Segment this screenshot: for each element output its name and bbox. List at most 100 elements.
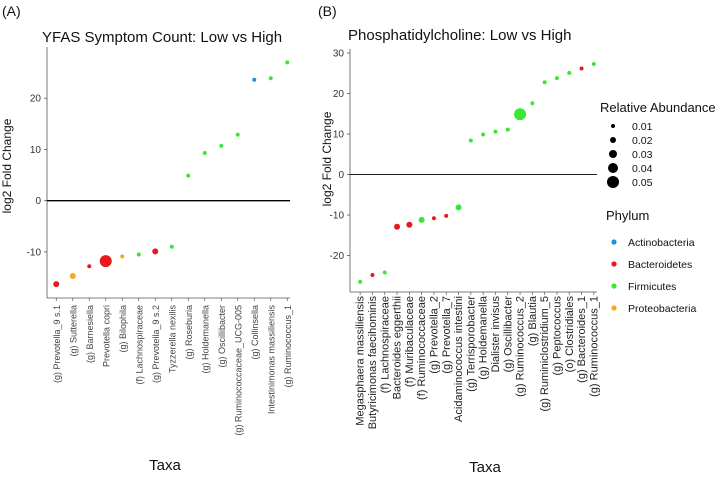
- legend-color-entries: Actinobacteria Bacteroidetes Firmicutes Pro…: [611, 237, 696, 315]
- panel-b-data-point: [394, 223, 401, 230]
- legend-color-title: Phylum: [606, 208, 649, 223]
- panel-b-data-point: [468, 138, 473, 143]
- legend-size-marker: [608, 163, 618, 173]
- panel-b-data-point: [505, 127, 510, 132]
- panel-a-x-tick-label: (g) Holdemanella: [200, 305, 210, 374]
- panel-b-y-axis-label: log2 Fold Change: [320, 111, 334, 206]
- panel-b-x-tick-label: Butyricimonas faecihominis: [367, 296, 379, 430]
- panel-b-x-tick-label: (g) Prevotella_2: [428, 296, 440, 374]
- legend-size-marker: [610, 137, 616, 143]
- panel-a-data-point: [219, 143, 224, 148]
- panel-b-x-tick-label: (f) Ruminococcaceae: [416, 296, 428, 400]
- panel-a-y-tick-label: -10: [27, 247, 42, 258]
- panel-b-x-tick-label: Megasphaera massiliensis: [355, 296, 367, 426]
- panel-b-x-tick-label: (g) Ruminococcus_1: [588, 296, 600, 397]
- panel-a-x-tick-label: (g) Ruminococcaceae_UCG-005: [233, 305, 243, 436]
- legend-color-marker: [611, 283, 617, 289]
- panel-b-data-point: [431, 216, 436, 221]
- panel-a-data-point: [268, 76, 273, 81]
- panel-b-data-point: [418, 216, 425, 223]
- panel-b-x-tick-label: (g) Holdemanella: [478, 295, 490, 380]
- legend-color-marker: [611, 305, 617, 311]
- legend-size-label: 0.01: [632, 121, 653, 133]
- panel-a-data-point: [53, 281, 60, 288]
- panel-b-x-tick-label: (g) Ruminococcus_2: [515, 296, 527, 397]
- legend-size-entries: 0.01 0.02 0.03 0.04 0.05: [607, 121, 653, 189]
- panel-a-data-point: [120, 254, 125, 259]
- panel-a-x-tick-label: Tyzzerella nexilis: [167, 305, 177, 374]
- panel-b-y-tick-label: 30: [333, 49, 345, 60]
- panel-a-data-point: [202, 151, 207, 156]
- panel-b-data-point: [358, 279, 363, 284]
- legend-color-label: Bacteroidetes: [628, 259, 692, 271]
- panel-a-y-tick-label: 0: [35, 196, 41, 207]
- panel-a-y-axis-label: log2 Fold Change: [0, 118, 14, 213]
- panel-b-x-tick-label: (f) Muribaculaceae: [404, 296, 416, 387]
- panel-a-x-tick-label: Intestinimonas massiliensis: [266, 305, 276, 415]
- panel-b-data-point: [382, 270, 387, 275]
- panel-b-x-tick-label: (f) Lachnospiraceae: [379, 296, 391, 393]
- panel-b-data-point: [406, 221, 413, 228]
- panel-b-label: (B): [318, 3, 337, 19]
- legend-size-label: 0.04: [632, 163, 653, 175]
- panel-a-x-tick-label: (g) Prevotella_9 s.1: [52, 305, 62, 383]
- panel-b-x-tick-label: (g) Bacteroides_1: [576, 296, 588, 383]
- panel-a-x-tick-label: (g) Oscillibacter: [217, 305, 227, 368]
- legend-size-marker: [611, 124, 615, 128]
- panel-b-data-point: [444, 213, 449, 218]
- panel-a-x-tick-label: (g) Roseburia: [184, 305, 194, 360]
- panel-a-y-tick-label: 10: [30, 145, 42, 156]
- panel-a-x-tick-label: (g) Sutterella: [68, 305, 78, 357]
- panel-b-x-tick-label: (g) Oscillibacter: [502, 296, 514, 373]
- panel-b-x-tick-label: Acidaminococcus intestini: [453, 296, 465, 422]
- panel-b-data-point: [591, 61, 596, 66]
- panel-a-x-tick-label: (g) Barnesiella: [85, 305, 95, 363]
- panel-b-x-tick-label: (g) Prevotella_7: [441, 296, 453, 374]
- panel-b-x-tick-label: (g) Terrisporobacter: [465, 296, 477, 392]
- panel-a-x-axis-label: Taxa: [149, 457, 181, 474]
- panel-a-data-point: [235, 132, 240, 137]
- panel-b-plot: -20 -10 0 10 20 30 Megasphaera massiliensis But…: [330, 49, 601, 430]
- panel-b-x-tick-label: (g) Ruminiclostridium_5: [539, 296, 551, 412]
- panel-a-x-tick-label: (f) Lachnospiraceae: [134, 305, 144, 385]
- legend-size-label: 0.03: [632, 149, 653, 161]
- panel-b-y-tick-label: 20: [333, 89, 345, 100]
- panel-a-data-point: [169, 244, 174, 249]
- legend-size-title: Relative Abundance: [600, 100, 716, 115]
- panel-b-y-tick-label: 10: [333, 130, 345, 141]
- panel-b-data-point: [567, 70, 572, 75]
- panel-b-x-axis-label: Taxa: [469, 459, 501, 476]
- panel-a-data-point: [69, 272, 76, 279]
- panel-a-data-point: [186, 173, 191, 178]
- panel-a-label: (A): [2, 3, 21, 19]
- panel-b-x-tick-label: Dialister invisus: [490, 296, 502, 373]
- panel-a-data-point: [136, 252, 141, 257]
- panel-b-data-point: [530, 101, 535, 106]
- panel-b-data-point: [542, 80, 547, 85]
- panel-a-x-tick-label: (g) Ruminococcus_1: [283, 305, 293, 388]
- panel-b-y-tick-label: -10: [330, 211, 345, 222]
- panel-a-x-tick-label: (g) Prevotella_9 s.2: [151, 305, 161, 383]
- legend-color-marker: [611, 261, 617, 267]
- legend-color-label: Actinobacteria: [628, 237, 695, 249]
- panel-a-data-point: [285, 60, 290, 65]
- panel-a-data-point: [152, 248, 159, 255]
- legend-size-marker: [607, 176, 619, 188]
- panel-b-title: Phosphatidylcholine: Low vs High: [348, 27, 571, 44]
- panel-a-x-tick-label: (g) Collinsella: [250, 305, 260, 360]
- panel-b-x-tick-label: (g) Blautia: [527, 295, 539, 346]
- legend-size-marker: [609, 150, 617, 158]
- panel-b-y-tick-label: 0: [338, 170, 344, 181]
- legend-color-marker: [611, 239, 617, 245]
- panel-a-title: YFAS Symptom Count: Low vs High: [42, 29, 282, 46]
- panel-b-data-point: [579, 66, 584, 71]
- panel-a-plot: -10 0 10 20 (g) Prevotella_9 s.1 (g) Sutterel…: [27, 47, 293, 436]
- panel-a-y-tick-label: 20: [30, 94, 42, 105]
- panel-b-x-tick-label: (o) Clostridiales: [564, 296, 576, 373]
- panel-a-data-point: [252, 77, 257, 82]
- panel-b-data-point: [493, 129, 498, 134]
- panel-b-data-point: [370, 272, 375, 277]
- panel-a-x-tick-label: (g) Bilophila: [118, 305, 128, 353]
- legend-color-label: Firmicutes: [628, 281, 676, 293]
